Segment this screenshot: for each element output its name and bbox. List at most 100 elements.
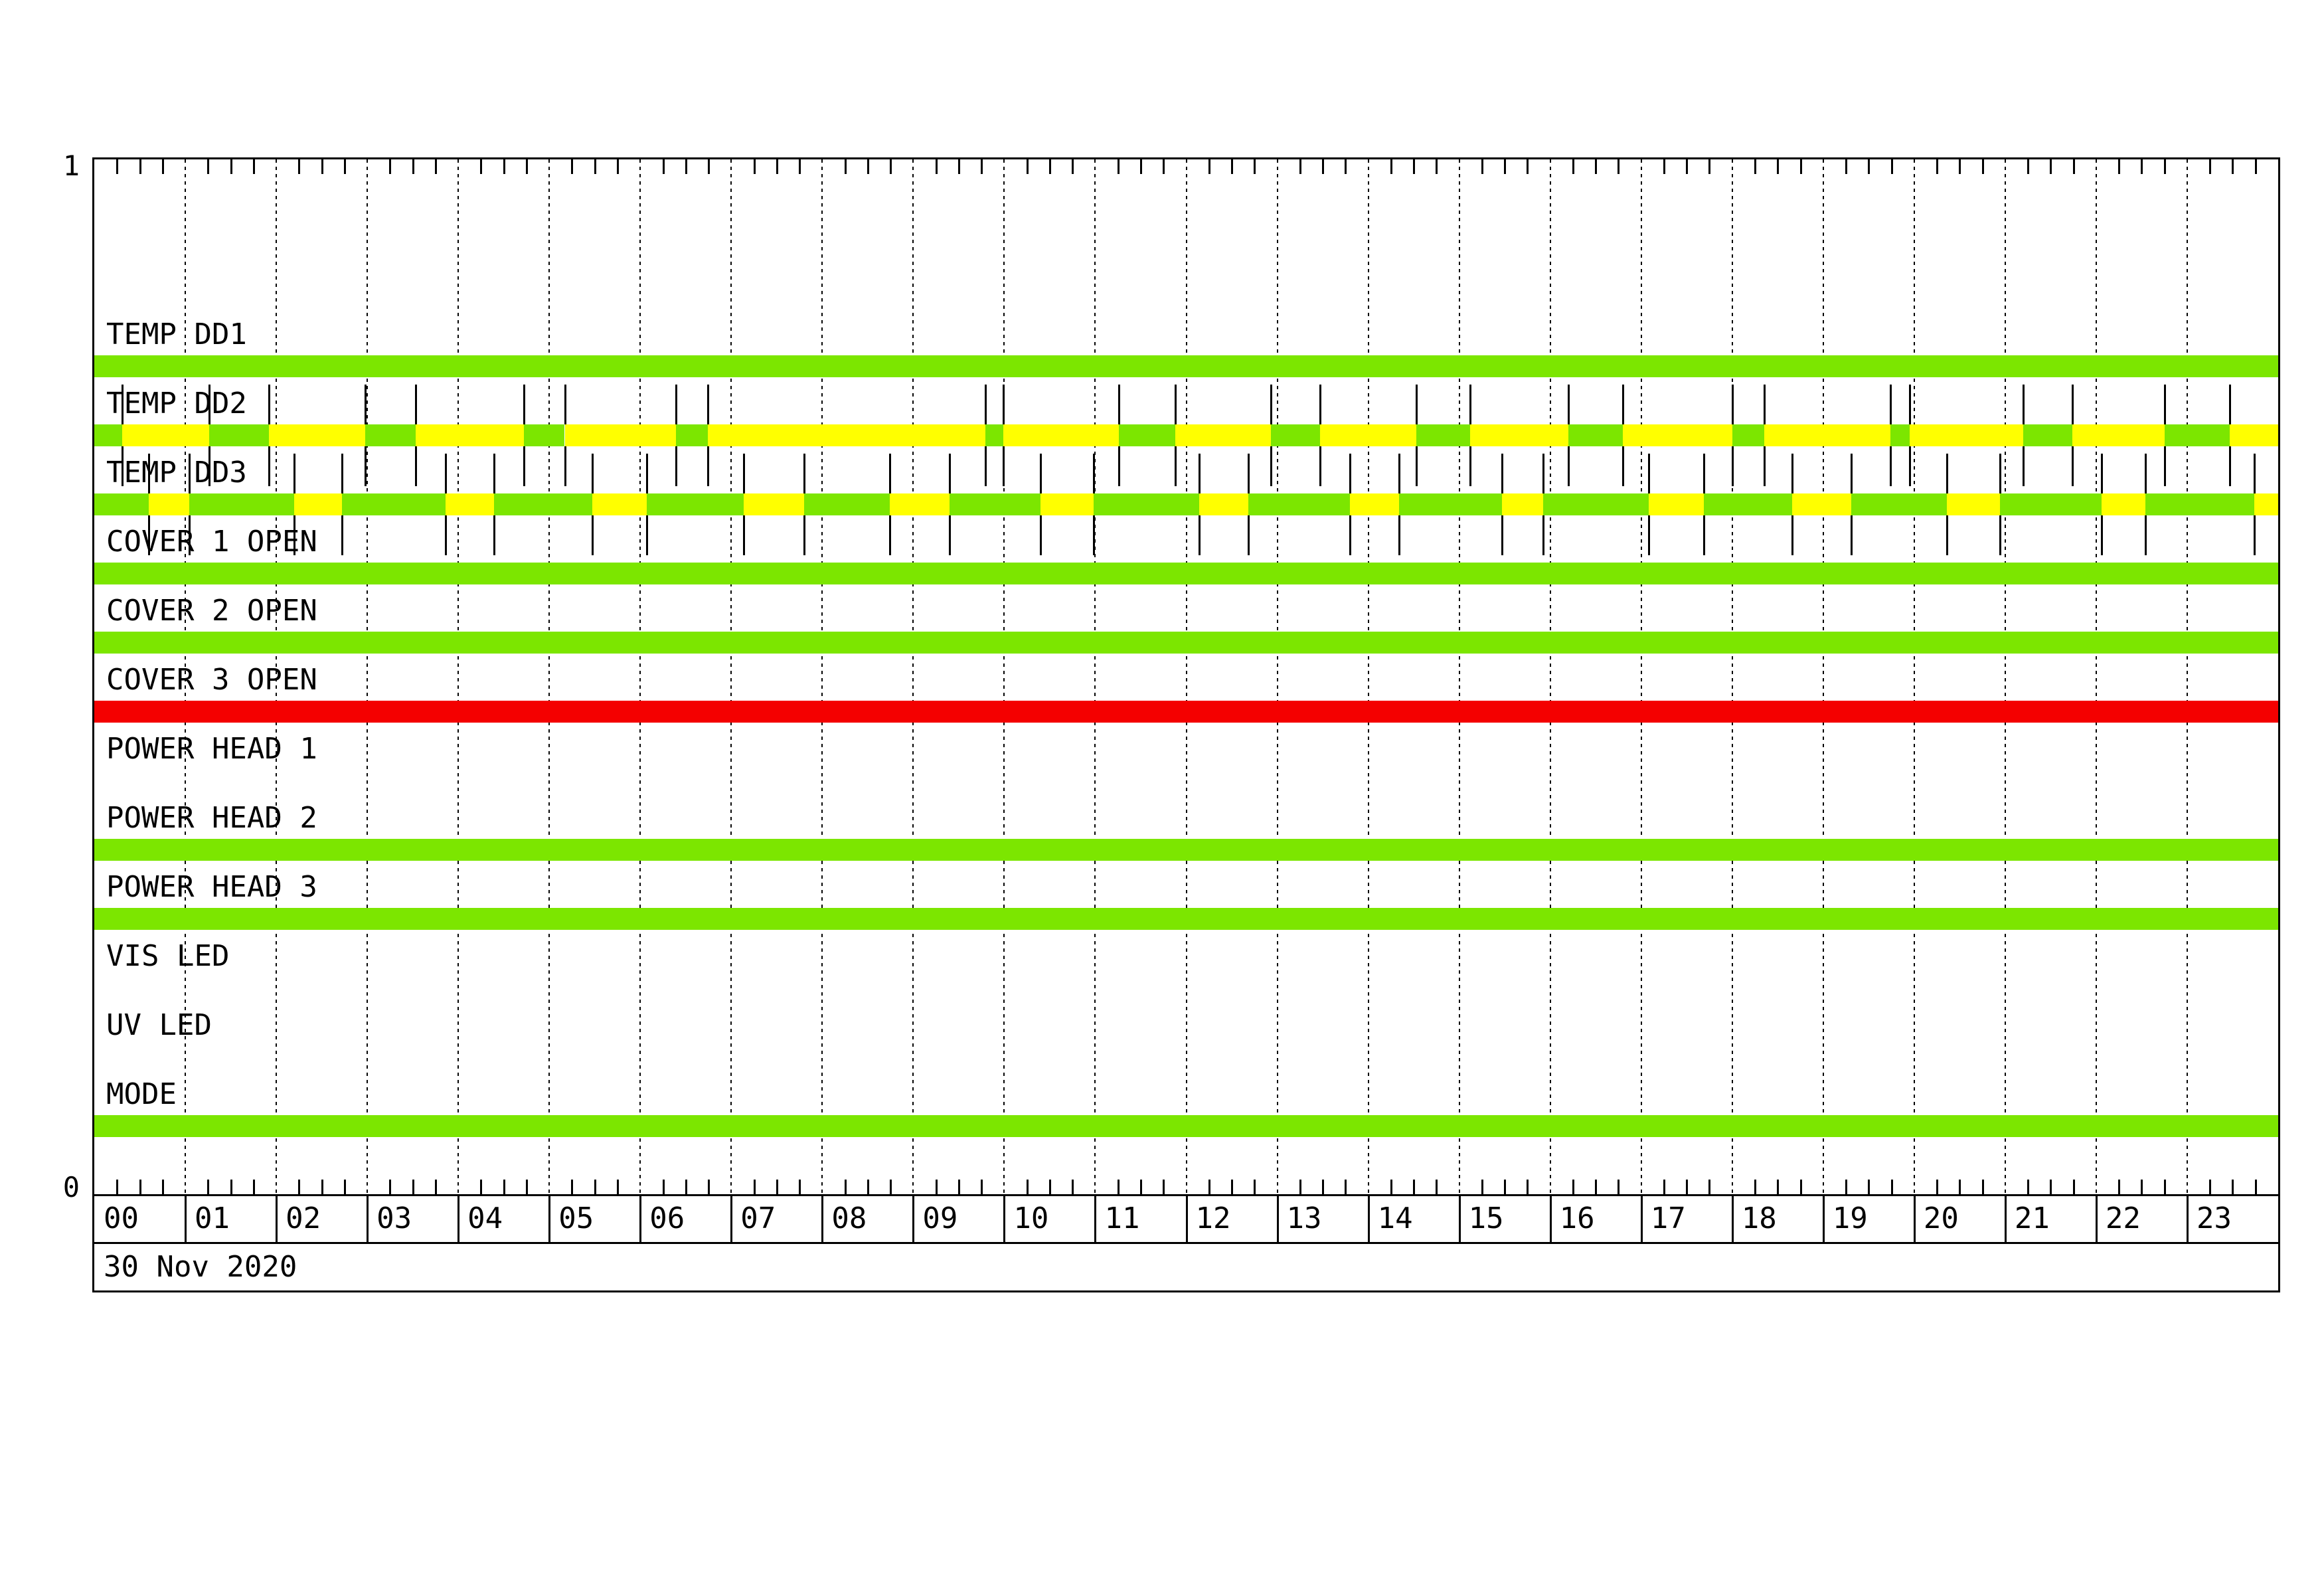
quarter-hour-tick — [754, 159, 756, 174]
quarter-hour-tick — [1481, 159, 1483, 174]
transition-line — [1946, 515, 1948, 555]
quarter-hour-tick — [1072, 159, 1074, 174]
transition-line — [1851, 515, 1853, 555]
quarter-hour-tick — [1027, 159, 1029, 174]
transition-line — [1040, 515, 1042, 555]
state-segment — [149, 493, 189, 515]
quarter-hour-tick — [1800, 1180, 1802, 1194]
transition-line — [803, 454, 805, 493]
transition-line — [2072, 446, 2074, 486]
state-segment — [1543, 493, 1649, 515]
hour-label: 08 — [831, 1203, 867, 1235]
transition-line — [1416, 446, 1418, 486]
quarter-hour-tick — [1959, 159, 1961, 174]
quarter-hour-tick — [1845, 159, 1847, 174]
transition-line — [1003, 446, 1005, 486]
hour-separator — [1550, 1196, 1552, 1242]
quarter-hour-tick — [571, 1180, 573, 1194]
transition-line — [1398, 515, 1400, 555]
quarter-hour-tick — [2209, 159, 2211, 174]
hour-label: 11 — [1104, 1203, 1139, 1235]
quarter-hour-tick — [1754, 1180, 1756, 1194]
transition-line — [675, 385, 677, 424]
state-segment — [2102, 493, 2145, 515]
state-segment — [592, 493, 647, 515]
state-segment — [94, 1115, 2278, 1137]
transition-line — [949, 454, 951, 493]
transition-line — [646, 515, 648, 555]
hour-separator — [639, 1196, 641, 1242]
transition-line — [1270, 446, 1272, 486]
transition-line — [1732, 446, 1734, 486]
transition-line — [122, 385, 124, 424]
transition-line — [523, 385, 525, 424]
transition-line — [1764, 446, 1766, 486]
hour-separator — [2005, 1196, 2007, 1242]
state-segment — [494, 493, 592, 515]
quarter-hour-tick — [1982, 1180, 1984, 1194]
quarter-hour-tick — [663, 159, 665, 174]
state-segment — [565, 424, 676, 446]
quarter-hour-tick — [936, 1180, 938, 1194]
transition-line — [1093, 515, 1095, 555]
hour-gridline — [2187, 159, 2188, 1194]
hour-separator — [1914, 1196, 1916, 1242]
hour-separator — [912, 1196, 914, 1242]
state-segment — [365, 424, 415, 446]
transition-line — [2023, 385, 2025, 424]
quarter-hour-tick — [867, 159, 869, 174]
state-segment — [708, 424, 985, 446]
quarter-hour-tick — [1481, 1180, 1483, 1194]
transition-line — [1349, 515, 1351, 555]
transition-line — [1791, 515, 1793, 555]
quarter-hour-tick — [1572, 1180, 1574, 1194]
hour-separator — [2096, 1196, 2098, 1242]
quarter-hour-tick — [1686, 1180, 1688, 1194]
quarter-hour-tick — [936, 159, 938, 174]
hour-label: 16 — [1560, 1203, 1595, 1235]
hour-gridline — [457, 159, 459, 1194]
transition-line — [148, 454, 150, 493]
hour-label: 10 — [1013, 1203, 1048, 1235]
quarter-hour-tick — [1322, 1180, 1324, 1194]
state-segment — [1910, 424, 2023, 446]
quarter-hour-tick — [2073, 159, 2075, 174]
quarter-hour-tick — [1891, 159, 1893, 174]
channel-label: MODE — [106, 1079, 177, 1110]
state-segment — [94, 632, 2278, 654]
hour-separator — [1641, 1196, 1643, 1242]
quarter-hour-tick — [1231, 159, 1233, 174]
hour-label: 01 — [195, 1203, 230, 1235]
quarter-hour-tick — [1777, 159, 1779, 174]
quarter-hour-tick — [1208, 159, 1210, 174]
hour-label: 00 — [104, 1203, 139, 1235]
transition-line — [1398, 454, 1400, 493]
transition-line — [564, 446, 566, 486]
state-segment — [804, 493, 890, 515]
hour-gridline — [548, 159, 550, 1194]
transition-line — [1319, 446, 1321, 486]
hour-label: 18 — [1742, 1203, 1777, 1235]
y-axis-label-bottom: 0 — [13, 1170, 80, 1205]
state-segment — [1704, 493, 1792, 515]
transition-line — [985, 446, 987, 486]
transition-line — [415, 446, 417, 486]
quarter-hour-tick — [1163, 1180, 1165, 1194]
transition-line — [1319, 385, 1321, 424]
quarter-hour-tick — [344, 159, 346, 174]
quarter-hour-tick — [139, 159, 141, 174]
hour-label: 17 — [1651, 1203, 1686, 1235]
state-segment — [1470, 424, 1568, 446]
quarter-hour-tick — [1345, 159, 1347, 174]
quarter-hour-tick — [2141, 159, 2143, 174]
hour-separator — [276, 1196, 278, 1242]
quarter-hour-tick — [1708, 1180, 1710, 1194]
hour-separator — [1459, 1196, 1461, 1242]
hour-gridline — [730, 159, 732, 1194]
date-label: 30 Nov 2020 — [104, 1251, 297, 1283]
quarter-hour-tick — [2232, 1180, 2234, 1194]
quarter-hour-tick — [139, 1180, 141, 1194]
quarter-hour-tick — [708, 1180, 710, 1194]
transition-line — [268, 446, 270, 486]
transition-line — [564, 385, 566, 424]
